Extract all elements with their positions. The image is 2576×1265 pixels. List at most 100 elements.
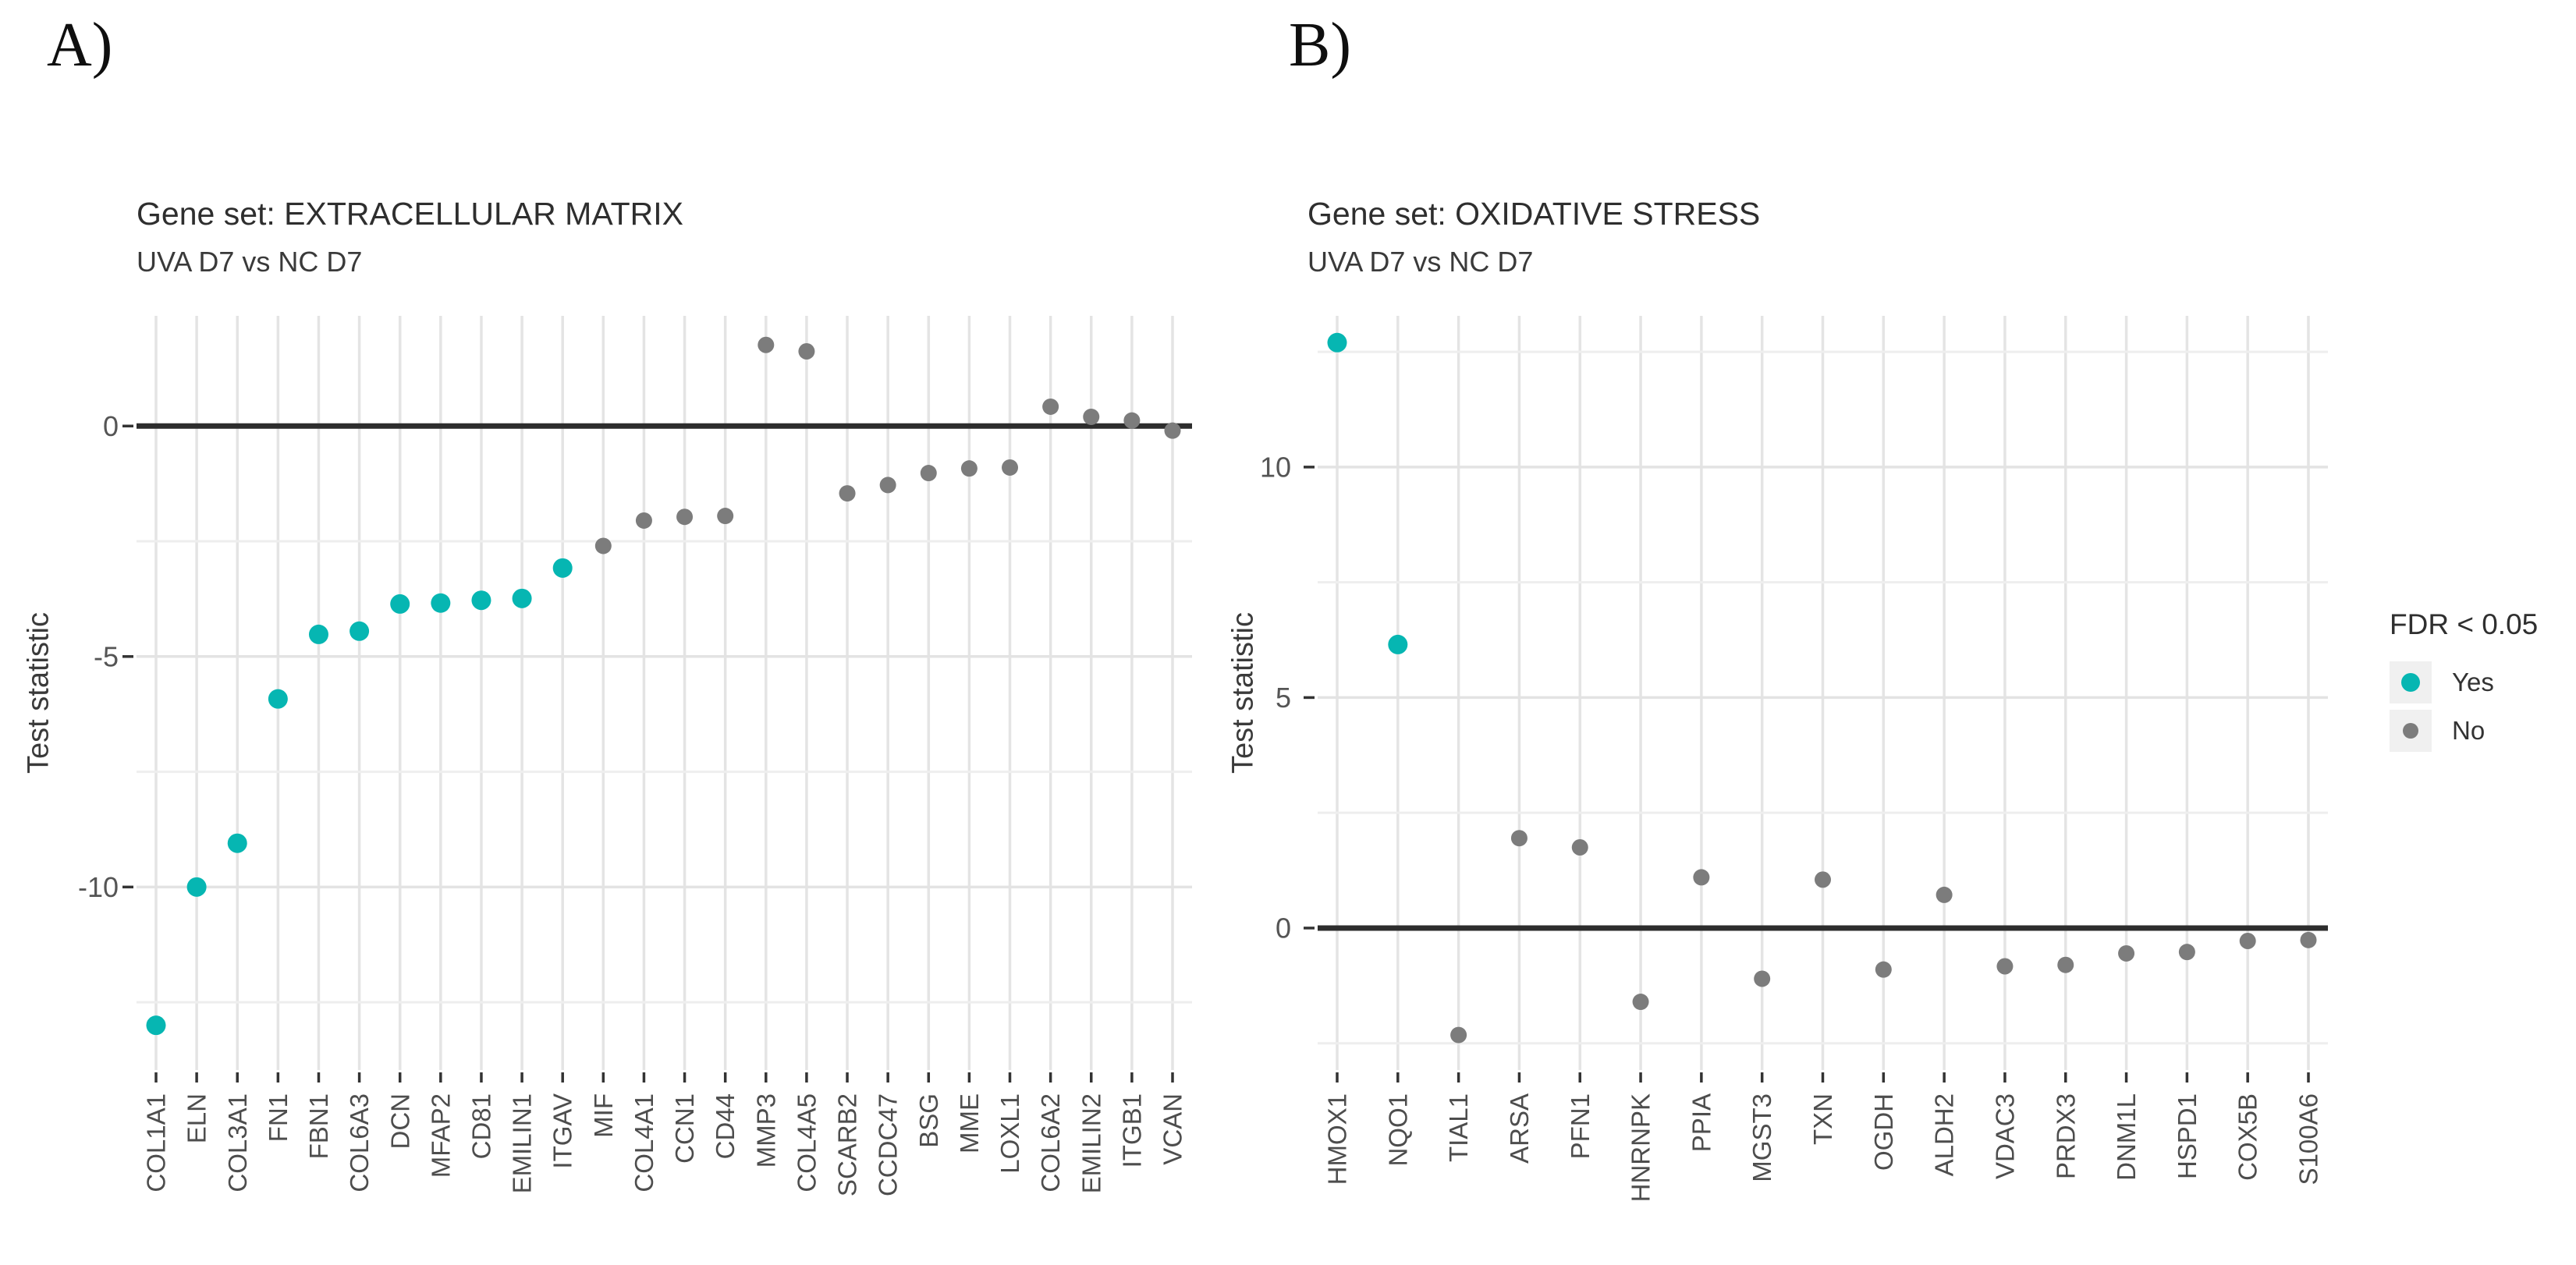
x-tick-label-CD81: CD81 [467, 1093, 496, 1159]
legend-title: FDR < 0.05 [2390, 608, 2539, 640]
x-tick-label-VDAC3: VDAC3 [1990, 1093, 2019, 1179]
data-point-S100A6 [2300, 931, 2317, 948]
x-tick-label-MIF: MIF [589, 1093, 618, 1138]
x-tick-label-FBN1: FBN1 [304, 1093, 333, 1159]
fdr-legend: FDR < 0.05 Yes No [2390, 608, 2538, 758]
x-tick-label-TXN: TXN [1808, 1093, 1837, 1145]
legend-item-no: No [2390, 710, 2538, 752]
data-point-VCAN [1164, 422, 1181, 439]
panel-b-letter: B) [1289, 11, 1351, 80]
x-tick-label-HNRNPK: HNRNPK [1627, 1093, 1655, 1202]
data-point-ELN [186, 877, 207, 897]
data-point-HSPD1 [2178, 944, 2195, 961]
x-tick-label-S100A6: S100A6 [2294, 1093, 2323, 1185]
data-point-CCDC47 [879, 477, 896, 494]
x-tick-label-COL4A1: COL4A1 [630, 1093, 658, 1192]
data-point-MME [960, 460, 978, 477]
panel-B-y-axis-label: Test statistic [1226, 612, 1259, 774]
panel-B-plot: 10 5 0 HMOX1 NQO1 TIAL1 ARSA PFN1 HNRNPK PPIA MGST… [1226, 316, 2328, 1202]
y-tick-label: 0 [1276, 912, 1291, 944]
data-point-HMOX1 [1327, 332, 1347, 353]
data-point-MMP3 [758, 336, 775, 353]
data-point-HNRNPK [1632, 994, 1649, 1011]
data-point-CD44 [717, 508, 734, 525]
data-point-EMILIN2 [1083, 408, 1100, 425]
x-tick-label-OGDH: OGDH [1869, 1093, 1898, 1171]
x-tick-label-TIAL1: TIAL1 [1444, 1093, 1473, 1162]
data-point-BSG [920, 465, 937, 482]
data-point-COL4A1 [635, 512, 652, 529]
data-point-COL4A5 [798, 343, 815, 360]
x-tick-label-COL4A5: COL4A5 [792, 1093, 821, 1192]
data-point-ALDH2 [1936, 886, 1953, 903]
data-point-CD81 [471, 590, 491, 611]
data-point-DCN [390, 594, 410, 614]
y-tick-label: 5 [1276, 682, 1291, 714]
x-tick-label-COL1A1: COL1A1 [142, 1093, 171, 1192]
legend-key-box [2390, 661, 2432, 703]
legend-item-label: No [2452, 716, 2486, 745]
panel-a-subtitle: UVA D7 vs NC D7 [137, 246, 363, 278]
x-tick-label-FN1: FN1 [264, 1093, 293, 1142]
data-point-COL6A3 [349, 621, 370, 641]
panel-b-subtitle: UVA D7 vs NC D7 [1308, 246, 1534, 278]
x-tick-label-BSG: BSG [914, 1093, 943, 1148]
x-tick-label-CCN1: CCN1 [670, 1093, 699, 1164]
data-point-LOXL1 [1002, 459, 1019, 476]
data-point-MGST3 [1754, 970, 1771, 987]
data-point-PPIA [1693, 869, 1710, 886]
legend-dot-icon [2401, 673, 2420, 692]
y-tick-label: 0 [103, 410, 119, 442]
data-point-OGDH [1875, 961, 1892, 978]
data-point-MIF [594, 537, 612, 555]
panel-A-y-axis-label: Test statistic [22, 612, 55, 774]
x-tick-label-HSPD1: HSPD1 [2173, 1093, 2202, 1179]
x-tick-label-ELN: ELN [183, 1093, 211, 1143]
data-point-COL3A1 [227, 833, 247, 853]
data-point-DNM1L [2118, 944, 2135, 962]
legend-items: Yes No [2390, 661, 2538, 752]
data-point-TIAL1 [1450, 1026, 1467, 1044]
x-tick-label-ITGB1: ITGB1 [1117, 1093, 1146, 1168]
y-tick-label: -10 [78, 871, 119, 903]
data-point-COX5B [2239, 932, 2256, 949]
x-tick-label-PFN1: PFN1 [1566, 1093, 1595, 1159]
data-point-VDAC3 [1996, 958, 2014, 975]
x-tick-label-COL6A2: COL6A2 [1036, 1093, 1065, 1192]
data-point-CCN1 [676, 508, 694, 526]
legend-item-label: Yes [2452, 668, 2494, 696]
data-point-SCARB2 [839, 485, 856, 502]
panel-a-letter: A) [47, 11, 113, 80]
data-point-MFAP2 [431, 593, 451, 613]
x-tick-label-COL6A3: COL6A3 [345, 1093, 374, 1192]
x-tick-label-LOXL1: LOXL1 [995, 1093, 1024, 1174]
x-tick-label-MFAP2: MFAP2 [426, 1093, 455, 1178]
data-point-FBN1 [308, 624, 328, 644]
x-tick-label-CD44: CD44 [711, 1093, 740, 1159]
x-tick-label-MMP3: MMP3 [751, 1093, 780, 1168]
data-point-ITGAV [552, 558, 573, 578]
data-point-COL1A1 [146, 1015, 166, 1036]
x-tick-label-COX5B: COX5B [2234, 1093, 2262, 1181]
x-tick-label-EMILIN1: EMILIN1 [508, 1093, 537, 1193]
panel-b-title: Gene set: OXIDATIVE STRESS [1308, 196, 1761, 232]
x-tick-label-MME: MME [955, 1093, 984, 1153]
legend-dot-icon [2403, 723, 2418, 739]
data-point-FN1 [268, 689, 288, 709]
x-tick-label-DCN: DCN [385, 1093, 414, 1150]
x-tick-label-HMOX1: HMOX1 [1323, 1093, 1352, 1185]
panel-a-title: Gene set: EXTRACELLULAR MATRIX [137, 196, 684, 232]
y-tick-label: -5 [94, 640, 119, 672]
data-point-EMILIN1 [512, 588, 532, 608]
x-tick-label-CCDC47: CCDC47 [874, 1093, 903, 1196]
x-tick-label-DNM1L: DNM1L [2112, 1093, 2141, 1181]
y-tick-label: 10 [1260, 451, 1291, 483]
data-point-ARSA [1510, 830, 1528, 847]
x-tick-label-NQO1: NQO1 [1383, 1093, 1412, 1167]
x-tick-label-PRDX3: PRDX3 [2051, 1093, 2080, 1179]
x-tick-label-COL3A1: COL3A1 [223, 1093, 252, 1192]
panel-A-plot: 0 -5 -10 COL1A1 ELN COL3A1 FN1 FBN1 COL6A3 DCN MFA… [22, 316, 1192, 1196]
x-tick-label-MGST3: MGST3 [1747, 1093, 1776, 1182]
x-tick-label-ALDH2: ALDH2 [1930, 1093, 1959, 1176]
legend-key-box [2390, 710, 2432, 752]
